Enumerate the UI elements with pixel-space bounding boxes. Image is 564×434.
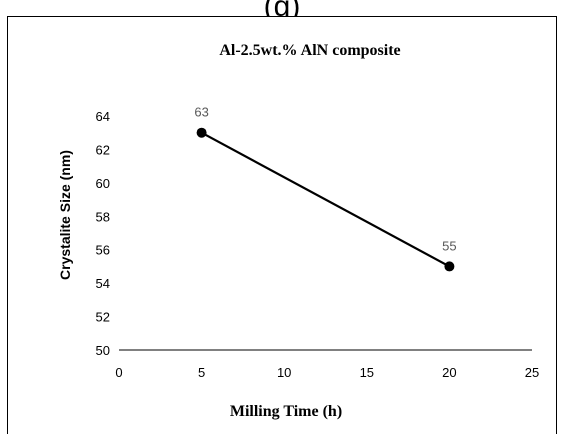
tick-labels: 0 5 10 15 20 25 50 52 54 56 58 60 62 64 <box>96 109 540 380</box>
chart-frame <box>7 16 557 434</box>
x-tick-label: 25 <box>525 365 539 380</box>
y-tick-label: 50 <box>96 343 110 358</box>
y-tick-label: 52 <box>96 310 110 325</box>
y-tick-label: 64 <box>96 109 110 124</box>
data-point <box>444 261 455 272</box>
y-tick-label: 56 <box>96 243 110 258</box>
x-tick-label: 0 <box>115 365 122 380</box>
x-tick-label: 5 <box>198 365 205 380</box>
data-label: 55 <box>442 238 456 253</box>
y-tick-label: 62 <box>96 142 110 157</box>
series-layer: 63 55 <box>194 105 457 272</box>
series-line <box>201 131 450 268</box>
data-label: 63 <box>194 105 208 120</box>
data-point <box>196 127 207 138</box>
y-tick-label: 58 <box>96 209 110 224</box>
chart-title: Al-2.5wt.% AlN composite <box>219 42 400 59</box>
x-tick-label: 10 <box>277 365 291 380</box>
y-tick-label: 60 <box>96 176 110 191</box>
x-axis-label: Milling Time (h) <box>230 403 342 420</box>
y-tick-label: 54 <box>96 276 110 291</box>
x-tick-label: 20 <box>442 365 456 380</box>
x-tick-label: 15 <box>360 365 374 380</box>
y-axis-label: Crystalite Size (nm) <box>57 150 73 280</box>
